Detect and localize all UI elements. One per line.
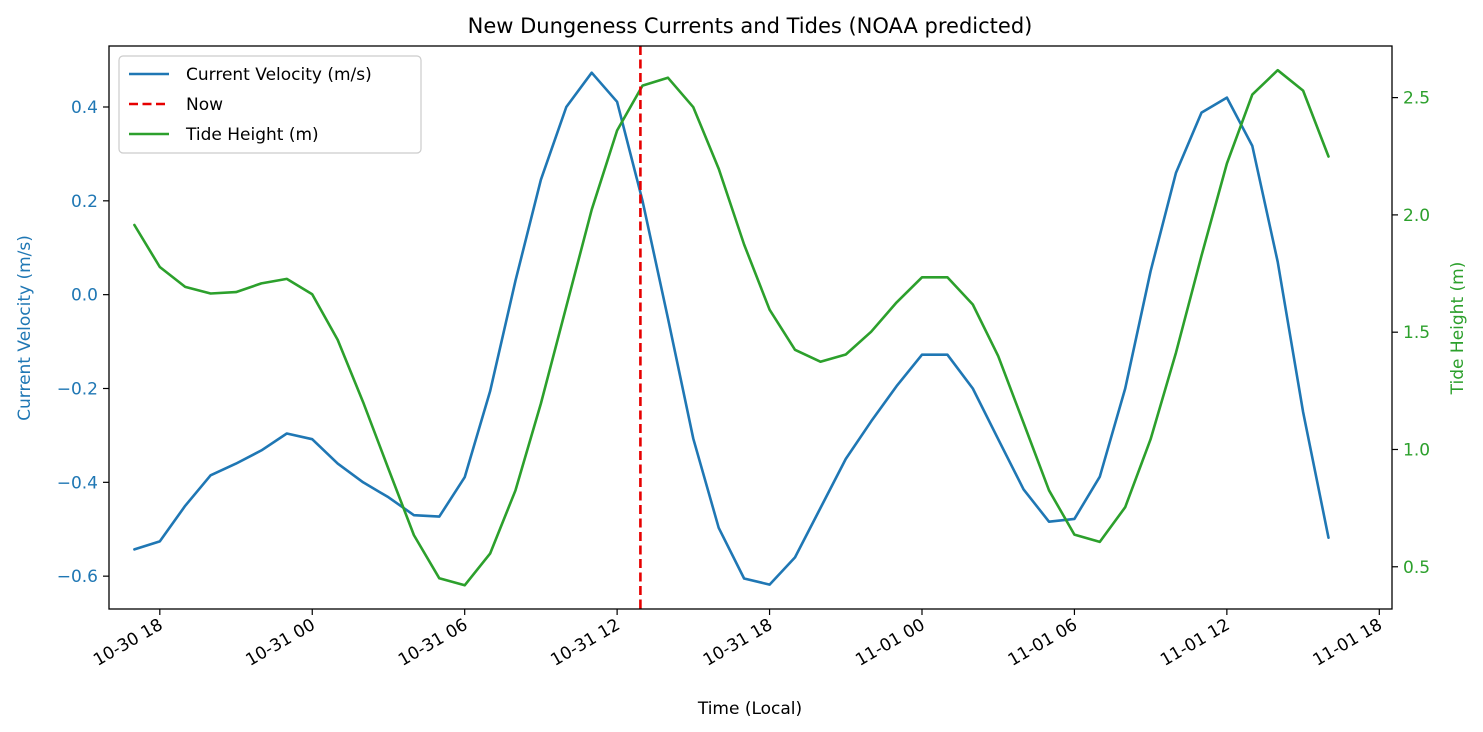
- legend-label: Current Velocity (m/s): [186, 65, 372, 85]
- y-left-tick-label: 0.0: [71, 286, 98, 306]
- legend-box: [118, 55, 422, 154]
- chart-title: New Dungeness Currents and Tides (NOAA p…: [468, 14, 1033, 38]
- y-right-tick-label: 1.0: [1403, 440, 1430, 460]
- legend-label: Now: [186, 95, 223, 115]
- left-axis: −0.6 −0.4 −0.2 0.0 0.2 0.4: [57, 98, 109, 587]
- x-axis-label: Time (Local): [697, 699, 802, 719]
- y-right-tick-label: 2.5: [1403, 89, 1430, 109]
- y-right-tick-label: 0.5: [1403, 558, 1430, 578]
- y-axis-left-label: Current Velocity (m/s): [15, 235, 35, 421]
- series-line-tide-height: [133, 68, 1330, 587]
- y-axis-right-label: Tide Height (m): [1448, 262, 1468, 396]
- legend-label: Tide Height (m): [185, 125, 319, 145]
- legend: Current Velocity (m/s) Now Tide Height (m): [118, 55, 422, 154]
- plot-area: [133, 46, 1330, 609]
- y-left-tick-label: −0.6: [57, 567, 98, 587]
- y-left-tick-label: −0.2: [57, 379, 98, 399]
- y-left-tick-label: −0.4: [57, 473, 98, 493]
- plot-frame: [108, 45, 1393, 610]
- y-left-tick-label: 0.2: [71, 192, 98, 212]
- right-axis: 0.5 1.0 1.5 2.0 2.5: [1392, 89, 1430, 578]
- y-right-tick-label: 1.5: [1403, 323, 1430, 343]
- series-line-current-velocity: [133, 71, 1330, 586]
- y-right-tick-label: 2.0: [1403, 206, 1430, 226]
- y-left-tick-label: 0.4: [71, 98, 98, 118]
